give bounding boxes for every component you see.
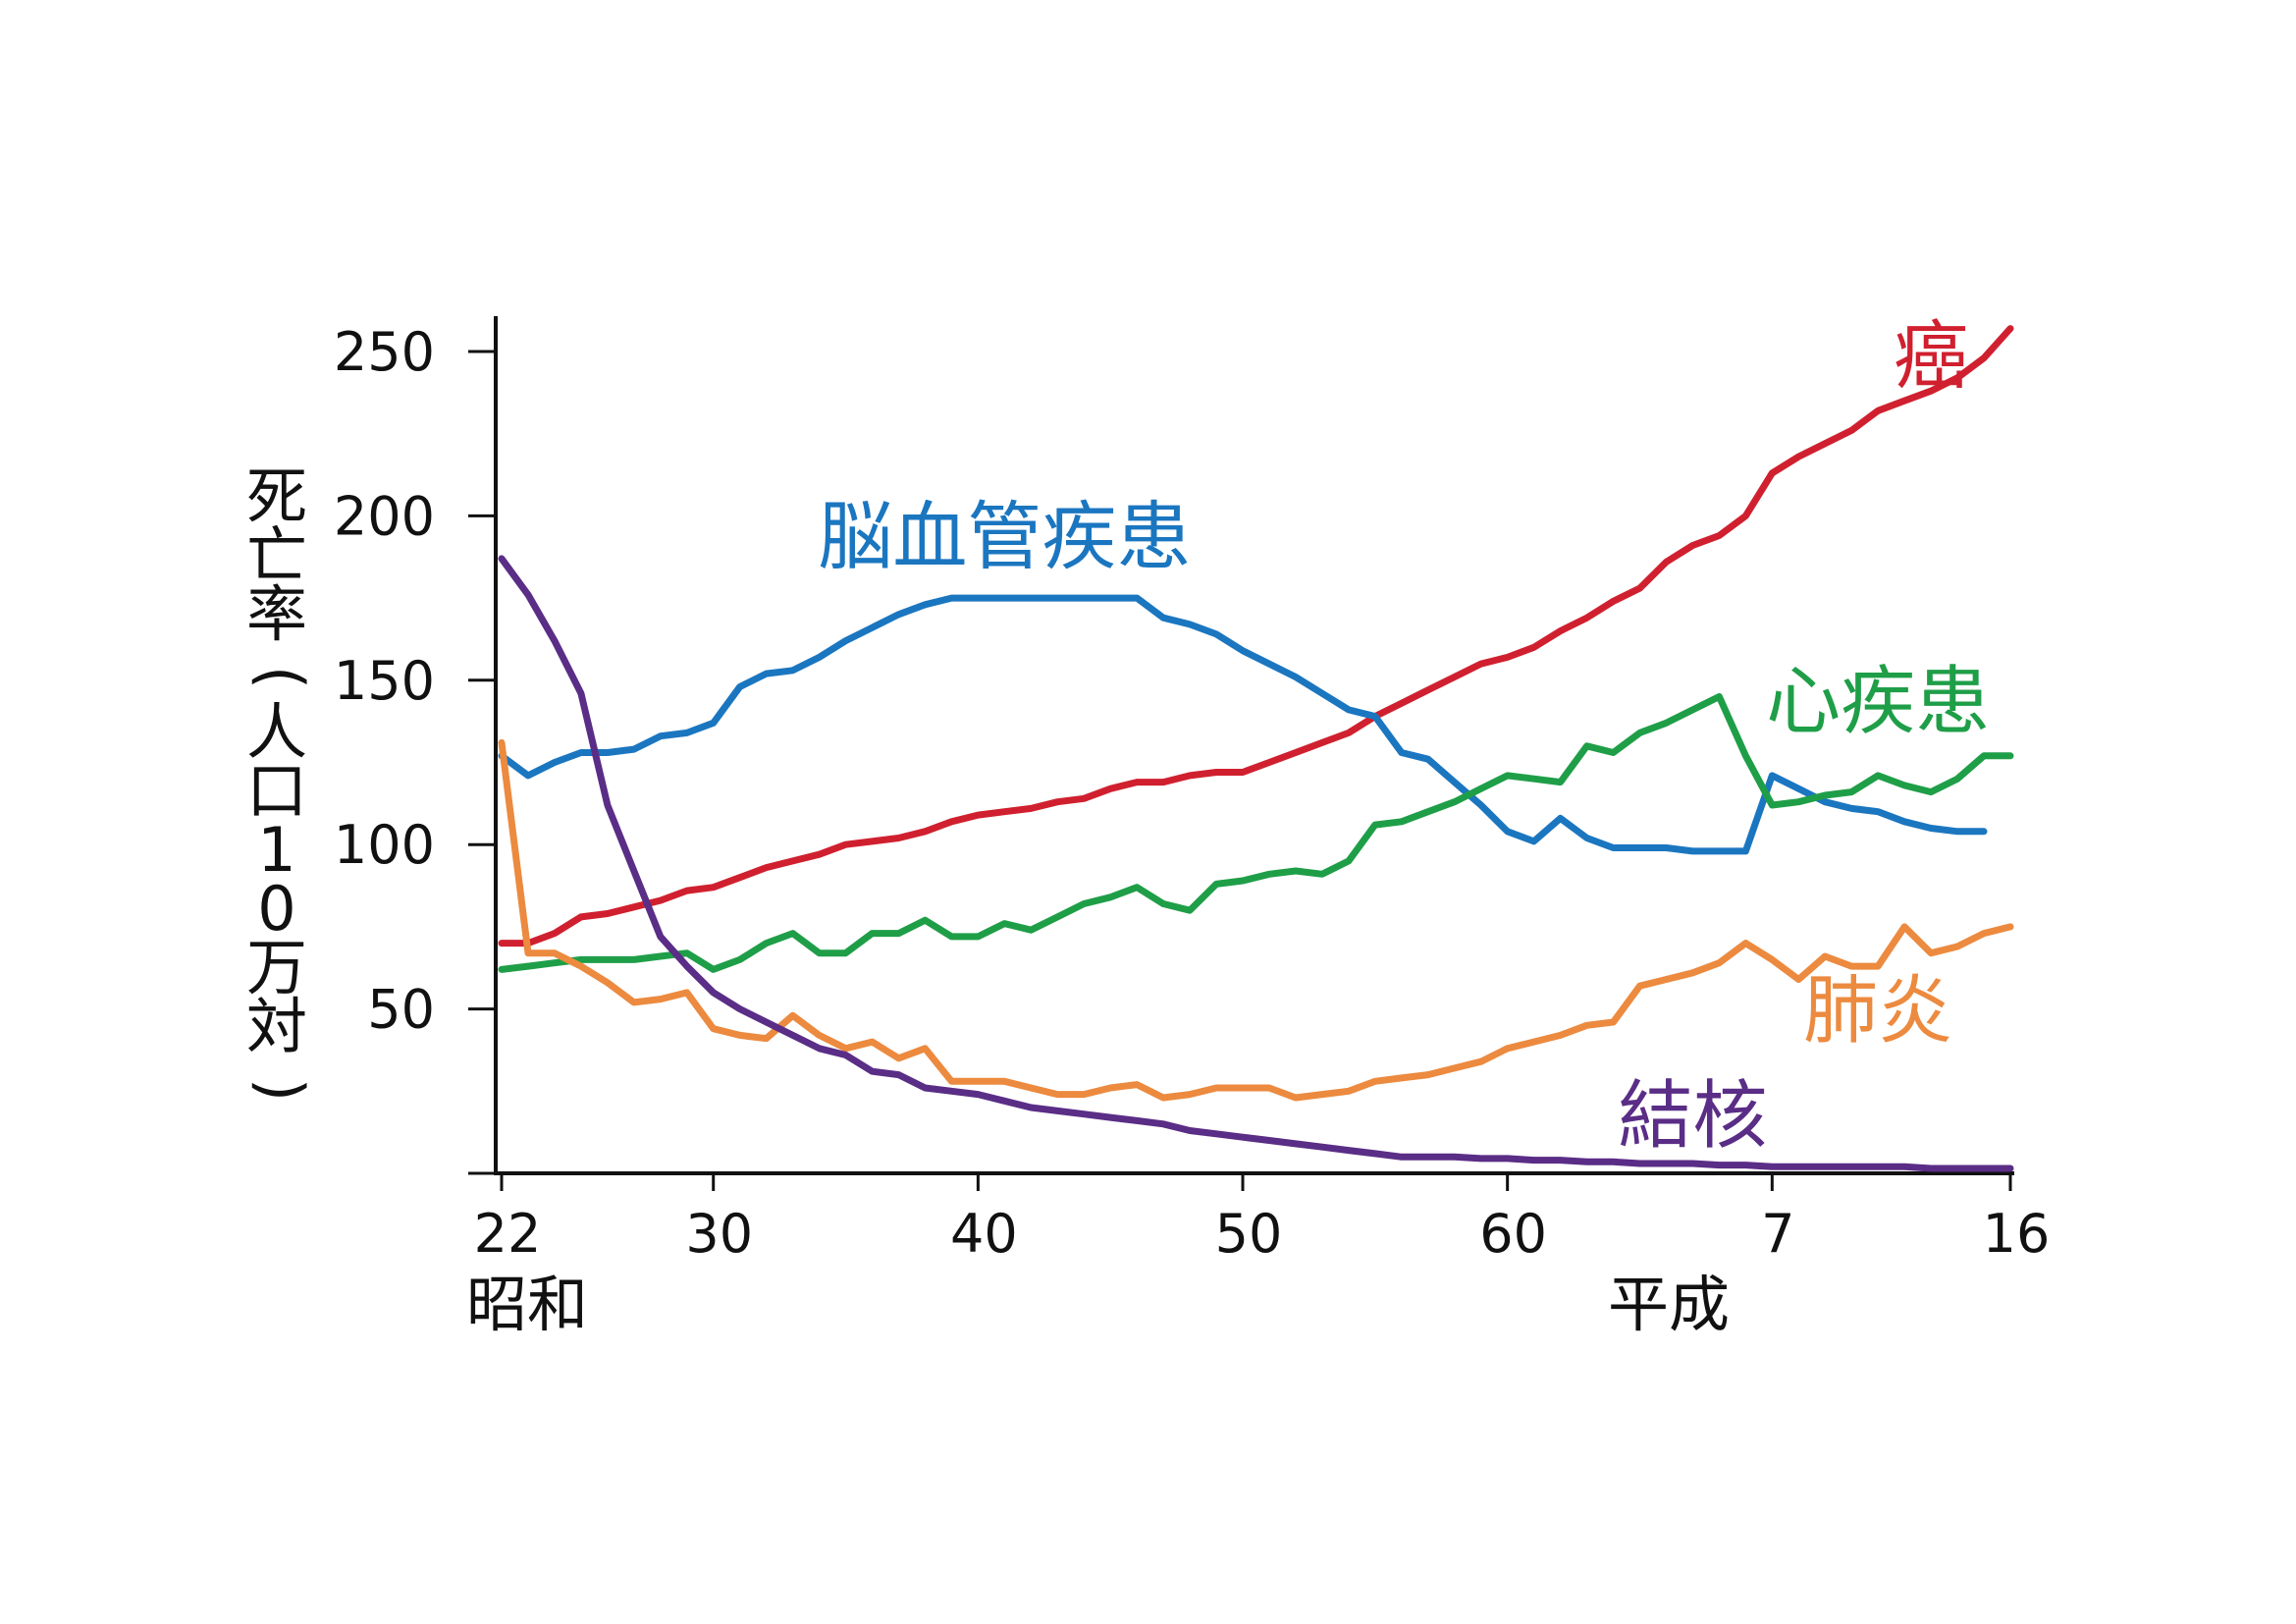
- series-line-1: [498, 594, 1988, 855]
- x-tick-label: 7: [1761, 1203, 1794, 1265]
- y-axis-label-char: 亡: [246, 519, 307, 591]
- x-tick-labels: 22 30 40 50 60 7 16: [474, 1203, 2051, 1265]
- y-tick-label: 100: [334, 814, 435, 876]
- era-labels: 昭和 平成: [466, 1269, 1730, 1340]
- x-tick-label: 50: [1215, 1203, 1283, 1265]
- x-tick-label: 60: [1479, 1203, 1547, 1265]
- y-tick-labels: 50 100 150 200 250: [334, 321, 435, 1041]
- y-axis-label-char: (: [245, 666, 317, 689]
- series-line-2: [498, 693, 2014, 973]
- y-axis-label-char: 1: [257, 814, 295, 886]
- era-label: 平成: [1608, 1269, 1730, 1340]
- y-tick-label: 150: [334, 650, 435, 712]
- y-axis-label-char: 死: [246, 460, 307, 532]
- series-label-4: 結核: [1618, 1071, 1767, 1159]
- x-tick-label: 30: [685, 1203, 753, 1265]
- y-tick-label: 200: [334, 485, 435, 547]
- x-tick-label: 16: [1983, 1203, 2051, 1265]
- series-label-1: 脳血管疾患: [818, 493, 1191, 580]
- series-line-0: [498, 325, 2014, 947]
- y-axis-label-char: 口: [246, 755, 307, 827]
- series-line-3: [498, 738, 2014, 1102]
- series-line-4: [498, 555, 2014, 1172]
- series-label-0: 癌: [1894, 312, 1968, 400]
- y-axis-label-char: 万: [246, 932, 307, 1003]
- x-tick-label: 40: [950, 1203, 1018, 1265]
- y-axis-label-char: 人: [246, 696, 307, 768]
- y-axis-label-char: 率: [246, 578, 307, 650]
- y-tick-label: 250: [334, 321, 435, 383]
- series-label-3: 肺炎: [1803, 966, 1952, 1054]
- series-label-2: 心疾患: [1766, 658, 1990, 745]
- x-tick-label: 22: [474, 1203, 542, 1265]
- y-axis-label-char: ): [245, 1078, 317, 1102]
- axes: [468, 316, 2014, 1191]
- era-label: 昭和: [466, 1269, 588, 1340]
- y-axis-label-char: 対: [246, 991, 307, 1062]
- y-tick-label: 50: [367, 979, 435, 1041]
- y-axis-label-char: 0: [257, 873, 295, 945]
- series-lines: [498, 325, 2014, 1172]
